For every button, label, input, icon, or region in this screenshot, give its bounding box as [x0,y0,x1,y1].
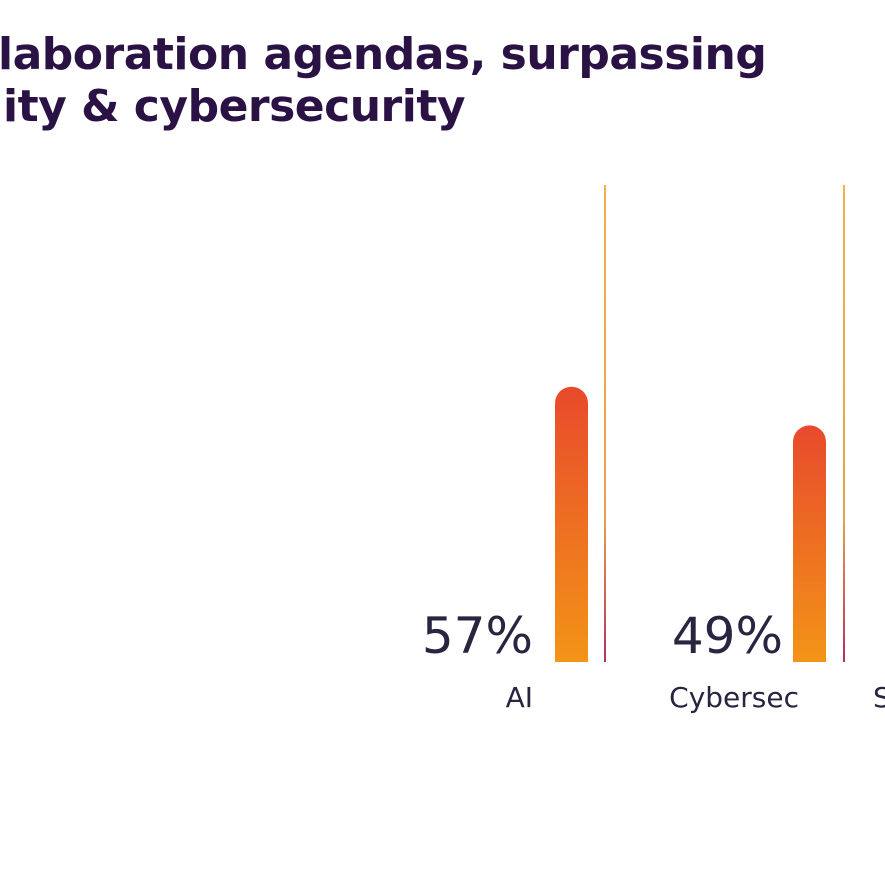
category-label-cybersec: Cybersec [669,681,799,714]
bar-cybersec [793,425,826,662]
chart-title-line-2: ity & cybersecurity [3,81,466,132]
value-label-cybersec: 49% [672,607,783,665]
chart-title-line-1: laboration agendas, surpassing [0,29,767,80]
category-label-s: S [873,681,885,714]
value-label-ai: 57% [422,607,533,665]
category-divider-2 [843,185,845,662]
bar-ai [555,386,588,662]
category-label-ai: AI [506,681,533,714]
category-divider-1 [604,185,606,662]
